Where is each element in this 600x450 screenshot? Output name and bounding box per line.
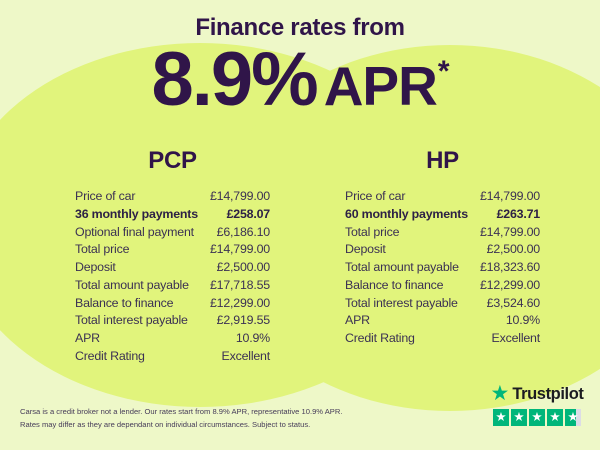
row-value: 10.9%	[505, 313, 540, 328]
table-row: Total price £14,799.00	[345, 224, 540, 242]
row-value: £12,299.00	[209, 295, 270, 310]
table-row: APR 10.9%	[345, 312, 540, 330]
disclaimer-line-2: Rates may differ as they are dependant o…	[20, 420, 311, 430]
row-label: APR	[345, 313, 370, 328]
table-row: 60 monthly payments £263.71	[345, 206, 540, 224]
table-row: Total amount payable £18,323.60	[345, 259, 540, 277]
star-icon: ★	[531, 409, 543, 424]
row-label: 60 monthly payments	[345, 206, 468, 221]
row-value: £263.71	[496, 206, 541, 221]
row-label: Credit Rating	[75, 348, 145, 363]
row-value: Excellent	[221, 348, 271, 363]
row-value: Excellent	[491, 331, 541, 345]
trustpilot-star-partial: ★	[564, 409, 582, 426]
hp-section: HP Price of car £14,799.00 60 monthly pa…	[345, 147, 540, 348]
row-label: Price of car	[345, 189, 406, 203]
row-label: Credit Rating	[345, 331, 415, 345]
trustpilot-brand: Trustpilot	[512, 384, 584, 403]
row-label: Total interest payable	[75, 313, 188, 328]
row-label: Total interest payable	[345, 295, 458, 310]
row-label: APR	[75, 331, 100, 345]
apr-label: APR	[323, 55, 438, 117]
table-row: Total interest payable £2,919.55	[75, 312, 270, 330]
row-label: Total amount payable	[75, 277, 189, 292]
table-row: Total interest payable £3,524.60	[345, 295, 540, 313]
row-value: £2,500.00	[216, 260, 271, 274]
star-icon: ★	[513, 409, 525, 424]
pcp-section: PCP Price of car £14,799.00 36 monthly p…	[75, 147, 270, 366]
row-label: Deposit	[75, 260, 116, 274]
row-label: 36 monthly payments	[75, 206, 198, 221]
table-row: Total price £14,799.00	[75, 241, 270, 259]
row-value: £12,299.00	[479, 277, 540, 292]
row-value: £2,500.00	[486, 242, 541, 257]
star-icon: ★	[567, 409, 579, 424]
row-label: Total amount payable	[345, 260, 459, 274]
row-label: Balance to finance	[75, 295, 174, 310]
table-row: Price of car £14,799.00	[75, 188, 270, 206]
trustpilot-star-box: ★	[546, 409, 564, 426]
trustpilot-star-box: ★	[492, 409, 510, 426]
row-label: Optional final payment	[75, 224, 194, 239]
headline-rate: 8.9% APR *	[0, 40, 600, 120]
trustpilot-widget[interactable]: ★ Trustpilot ★ ★ ★ ★ ★	[487, 382, 587, 426]
star-icon: ★	[495, 409, 507, 424]
row-label: Total price	[345, 224, 400, 239]
row-value: £14,799.00	[209, 242, 270, 257]
trustpilot-star-box: ★	[528, 409, 546, 426]
row-value: £3,524.60	[486, 295, 541, 310]
row-value: £14,799.00	[209, 189, 270, 203]
row-value: 10.9%	[235, 331, 270, 345]
rate-value: 8.9%	[151, 37, 318, 122]
row-label: Balance to finance	[345, 277, 444, 292]
table-row: APR 10.9%	[75, 330, 270, 348]
pcp-table: Price of car £14,799.00 36 monthly payme…	[75, 188, 270, 366]
table-row: Optional final payment £6,186.10	[75, 224, 270, 242]
row-value: £14,799.00	[479, 224, 540, 239]
table-row: Deposit £2,500.00	[75, 259, 270, 277]
disclaimer-text: Carsa is a credit broker not a lender. O…	[20, 405, 350, 432]
table-row: Balance to finance £12,299.00	[345, 277, 540, 295]
row-label: Price of car	[75, 189, 136, 203]
row-value: £258.07	[226, 206, 271, 221]
row-value: £6,186.10	[216, 224, 271, 239]
table-row: Price of car £14,799.00	[345, 188, 540, 206]
hp-title: HP	[426, 147, 459, 174]
row-value: £14,799.00	[479, 189, 540, 203]
apr-asterisk: *	[437, 55, 450, 88]
hp-table: Price of car £14,799.00 60 monthly payme…	[345, 188, 540, 348]
trustpilot-rating-stars: ★ ★ ★ ★ ★	[487, 409, 587, 426]
disclaimer-line-1: Carsa is a credit broker not a lender. O…	[20, 407, 343, 416]
table-row: Credit Rating Excellent	[345, 330, 540, 348]
table-row: Deposit £2,500.00	[345, 241, 540, 259]
table-row: 36 monthly payments £258.07	[75, 206, 270, 224]
table-row: Total amount payable £17,718.55	[75, 277, 270, 295]
row-value: £2,919.55	[216, 313, 271, 328]
star-icon: ★	[549, 409, 561, 424]
row-label: Total price	[75, 242, 130, 257]
trustpilot-star-box: ★	[510, 409, 528, 426]
row-value: £17,718.55	[209, 277, 270, 292]
row-label: Deposit	[345, 242, 386, 257]
trustpilot-star-icon: ★	[490, 382, 510, 405]
trustpilot-logo: ★ Trustpilot	[487, 382, 587, 405]
table-row: Credit Rating Excellent	[75, 348, 270, 366]
row-value: £18,323.60	[479, 260, 540, 274]
right-circle	[215, 45, 600, 411]
table-row: Balance to finance £12,299.00	[75, 295, 270, 313]
page-title: Finance rates from	[195, 14, 405, 41]
pcp-title: PCP	[148, 147, 197, 174]
